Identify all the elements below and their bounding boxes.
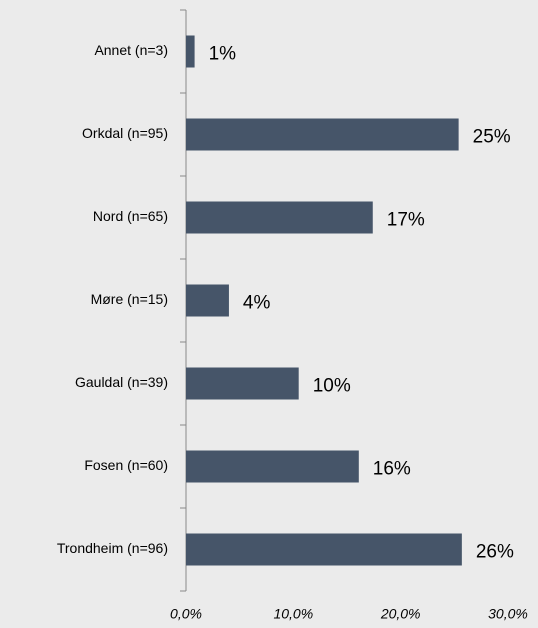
value-label: 4% [243, 293, 271, 314]
bar [186, 367, 299, 400]
value-label: 16% [373, 459, 411, 480]
value-label: 26% [476, 542, 514, 563]
bar [186, 284, 229, 317]
value-label: 17% [387, 210, 425, 231]
bar [186, 533, 462, 566]
value-label: 25% [473, 127, 511, 148]
y-tick-label: Orkdal (n=95) [82, 125, 168, 141]
bar [186, 201, 373, 234]
x-tick-label: 30,0% [488, 606, 528, 622]
x-tick-label: 20,0% [380, 606, 421, 622]
value-label: 1% [209, 44, 237, 65]
value-label: 10% [313, 376, 351, 397]
y-tick-label: Nord (n=65) [93, 208, 168, 224]
x-tick-label: 0,0% [170, 606, 202, 622]
y-tick-label: Fosen (n=60) [84, 457, 168, 473]
bar [186, 35, 195, 68]
bar [186, 450, 359, 483]
y-tick-label: Annet (n=3) [94, 42, 168, 58]
y-tick-label: Gauldal (n=39) [75, 374, 168, 390]
y-tick-label: Møre (n=15) [91, 291, 168, 307]
bar [186, 118, 459, 151]
y-tick-label: Trondheim (n=96) [57, 540, 168, 556]
x-tick-label: 10,0% [273, 606, 313, 622]
